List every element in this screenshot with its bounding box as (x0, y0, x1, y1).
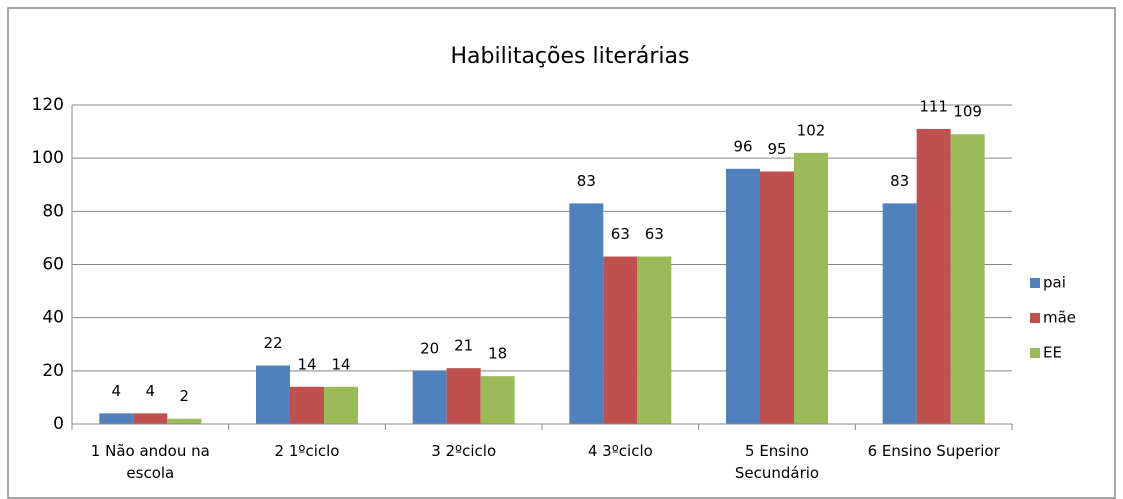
data-label: 4 (112, 382, 122, 400)
x-tick-label: 1 Não andou na escola (91, 442, 210, 482)
data-label: 20 (420, 339, 439, 357)
data-label: 18 (488, 345, 507, 363)
y-tick-label: 40 (42, 308, 64, 328)
data-label: 63 (611, 225, 630, 243)
data-label: 83 (577, 172, 596, 190)
x-tick-label: 4 3ºciclo (588, 442, 653, 460)
data-label: 4 (146, 382, 156, 400)
data-label: 96 (733, 137, 752, 155)
bar (290, 386, 324, 424)
data-label: 22 (263, 334, 282, 352)
bar (950, 134, 985, 424)
legend-swatch (1030, 278, 1040, 288)
data-label: 109 (953, 103, 982, 121)
data-label: 83 (890, 172, 909, 190)
bar (133, 413, 168, 424)
bar (882, 203, 917, 424)
data-label: 63 (645, 225, 664, 243)
bar (760, 171, 794, 424)
legend-label: mãe (1043, 309, 1076, 327)
data-label: 111 (919, 97, 948, 115)
bar (446, 368, 481, 424)
legend-label: pai (1043, 274, 1066, 292)
legend-label: EE (1043, 344, 1062, 362)
bar (324, 386, 358, 424)
x-tick-label: 3 2ºciclo (431, 442, 496, 460)
bar (167, 418, 202, 424)
y-tick-label: 100 (32, 148, 64, 168)
bar (603, 256, 638, 424)
x-tick-label: 5 Ensino Secundário (735, 442, 819, 482)
bar (480, 376, 515, 424)
legend-swatch (1030, 313, 1040, 323)
bar (794, 152, 828, 424)
bar (637, 256, 672, 424)
data-label: 14 (331, 355, 350, 373)
y-tick-label: 60 (42, 255, 64, 275)
legend-swatch (1030, 348, 1040, 358)
bar (99, 413, 134, 424)
y-tick-label: 20 (42, 361, 64, 381)
bar (412, 370, 447, 424)
data-label: 102 (797, 121, 826, 139)
chart-title: Habilitações literárias (451, 44, 690, 69)
y-tick-label: 120 (32, 95, 64, 115)
bar (256, 365, 290, 424)
x-tick-label: 2 1ºciclo (275, 442, 340, 460)
y-tick-label: 80 (42, 201, 64, 221)
x-tick-label: 6 Ensino Superior (868, 442, 1001, 460)
data-label: 95 (767, 140, 786, 158)
bar (726, 168, 760, 424)
bar (569, 203, 604, 424)
y-tick-label: 0 (53, 414, 64, 434)
data-label: 14 (297, 355, 316, 373)
data-label: 2 (180, 387, 190, 405)
bar (916, 128, 951, 425)
data-label: 21 (454, 337, 473, 355)
